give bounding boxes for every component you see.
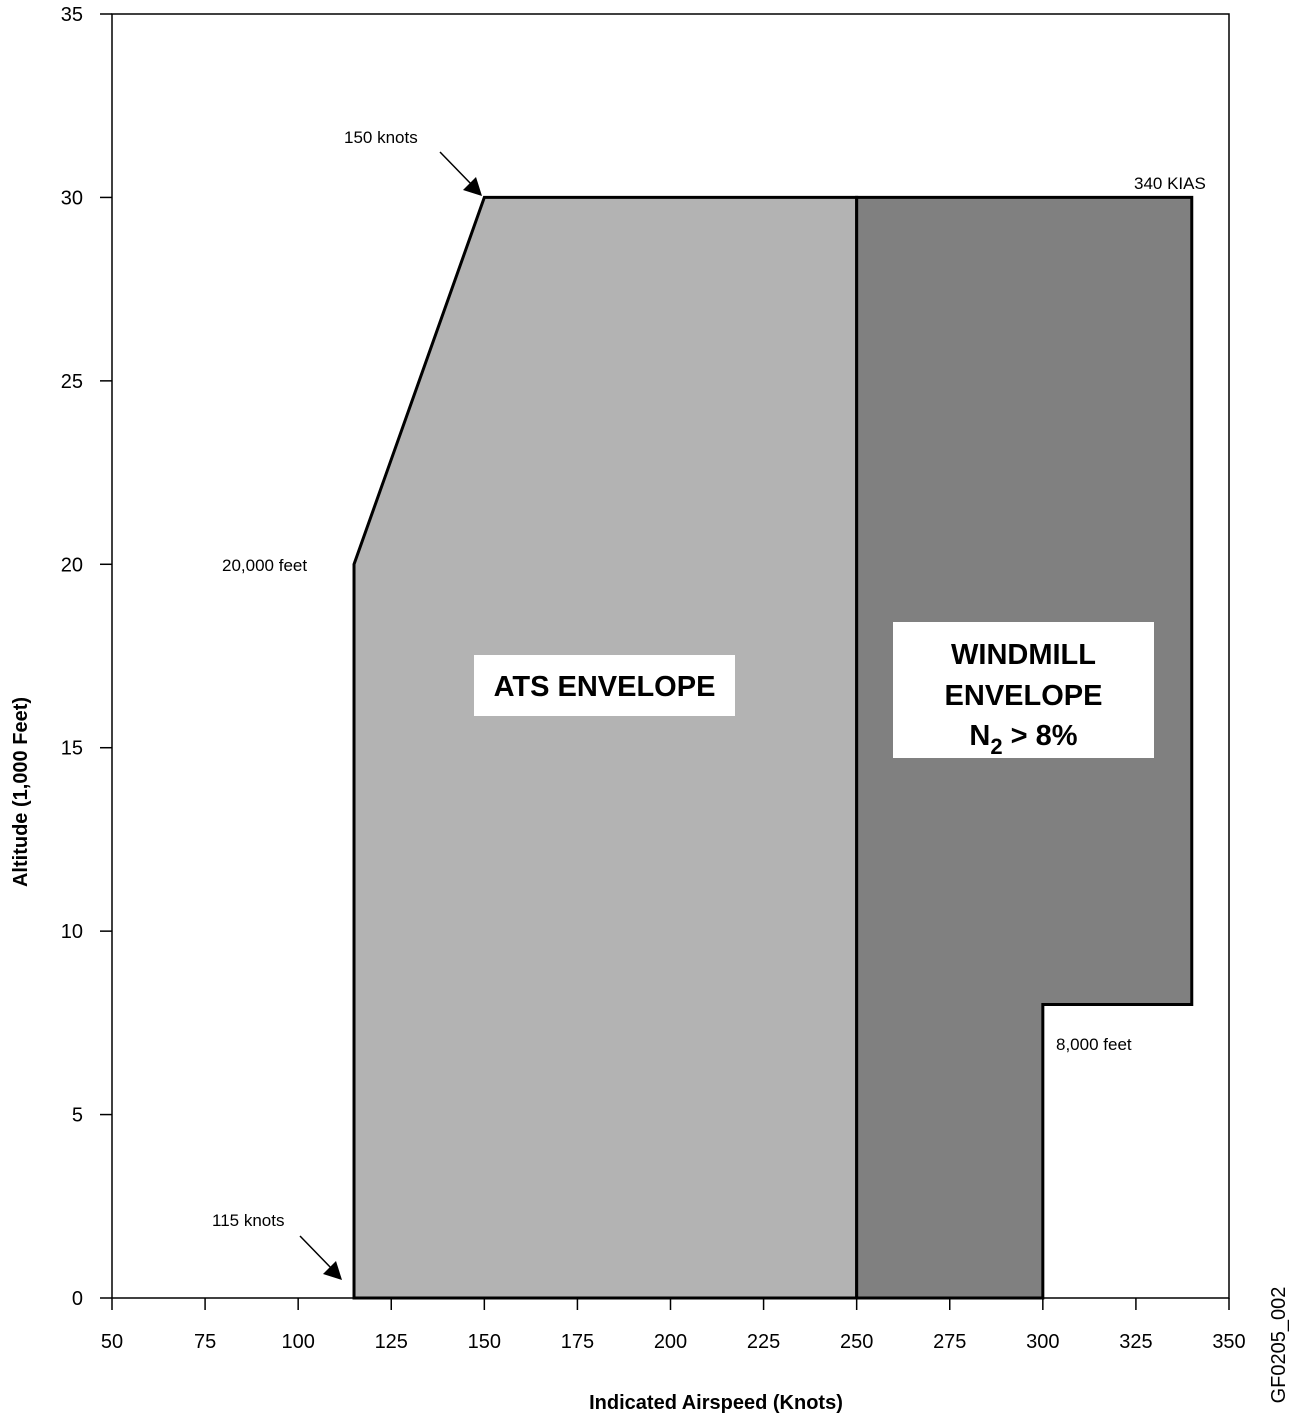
- y-tick-label: 30: [61, 187, 83, 209]
- annotation-20000-feet: 20,000 feet: [222, 556, 307, 575]
- annotation-340-kias: 340 KIAS: [1134, 174, 1206, 193]
- ats-label: ATS ENVELOPE: [494, 671, 716, 703]
- y-tick-label: 20: [61, 554, 83, 576]
- x-tick-label: 300: [1026, 1331, 1059, 1353]
- annotation-115-knots: 115 knots: [212, 1211, 284, 1230]
- x-tick-label: 225: [747, 1331, 780, 1353]
- x-tick-label: 75: [194, 1331, 216, 1353]
- y-tick-label: 0: [72, 1288, 83, 1310]
- windmill-label-box: [893, 622, 1154, 758]
- x-tick-label: 100: [281, 1331, 314, 1353]
- y-tick-label: 10: [61, 921, 83, 943]
- x-tick-label: 175: [561, 1331, 594, 1353]
- ats-envelope-region: [352, 195, 859, 1300]
- y-axis-ticks: 0 5 10 15 20 25 30 35: [61, 4, 112, 1310]
- x-axis-ticks: 50 75 100 125 150 175 200 225 250 275 300 325 350: [101, 1298, 1246, 1353]
- arrow-115-knots-head: [323, 1261, 342, 1280]
- arrow-150-knots-line: [439, 151, 474, 187]
- annotation-150-knots: 150 knots: [344, 128, 418, 147]
- annotation-8000-feet: 8,000 feet: [1056, 1035, 1132, 1054]
- windmill-label-line3: N2 > 8%: [969, 720, 1077, 759]
- y-tick-label: 5: [72, 1105, 83, 1127]
- y-tick-label: 35: [61, 4, 83, 26]
- x-tick-label: 200: [654, 1331, 687, 1353]
- x-tick-label: 325: [1119, 1331, 1152, 1353]
- x-tick-label: 350: [1212, 1331, 1245, 1353]
- arrow-150-knots-head: [463, 177, 482, 196]
- x-axis-title: Indicated Airspeed (Knots): [589, 1392, 843, 1414]
- y-tick-label: 15: [61, 738, 83, 760]
- x-tick-label: 150: [468, 1331, 501, 1353]
- x-tick-label: 50: [101, 1331, 123, 1353]
- y-axis-title: Altitude (1,000 Feet): [10, 697, 32, 887]
- y-tick-label: 25: [61, 371, 83, 393]
- x-tick-label: 275: [933, 1331, 966, 1353]
- x-tick-label: 250: [840, 1331, 873, 1353]
- ats-label-box: [474, 655, 735, 716]
- arrow-115-knots-line: [299, 1235, 334, 1271]
- windmill-label-line2: ENVELOPE: [945, 680, 1103, 712]
- figure-id: GF0205_002: [1268, 1287, 1290, 1404]
- windmill-label-line1: WINDMILL: [951, 639, 1096, 671]
- x-tick-label: 125: [375, 1331, 408, 1353]
